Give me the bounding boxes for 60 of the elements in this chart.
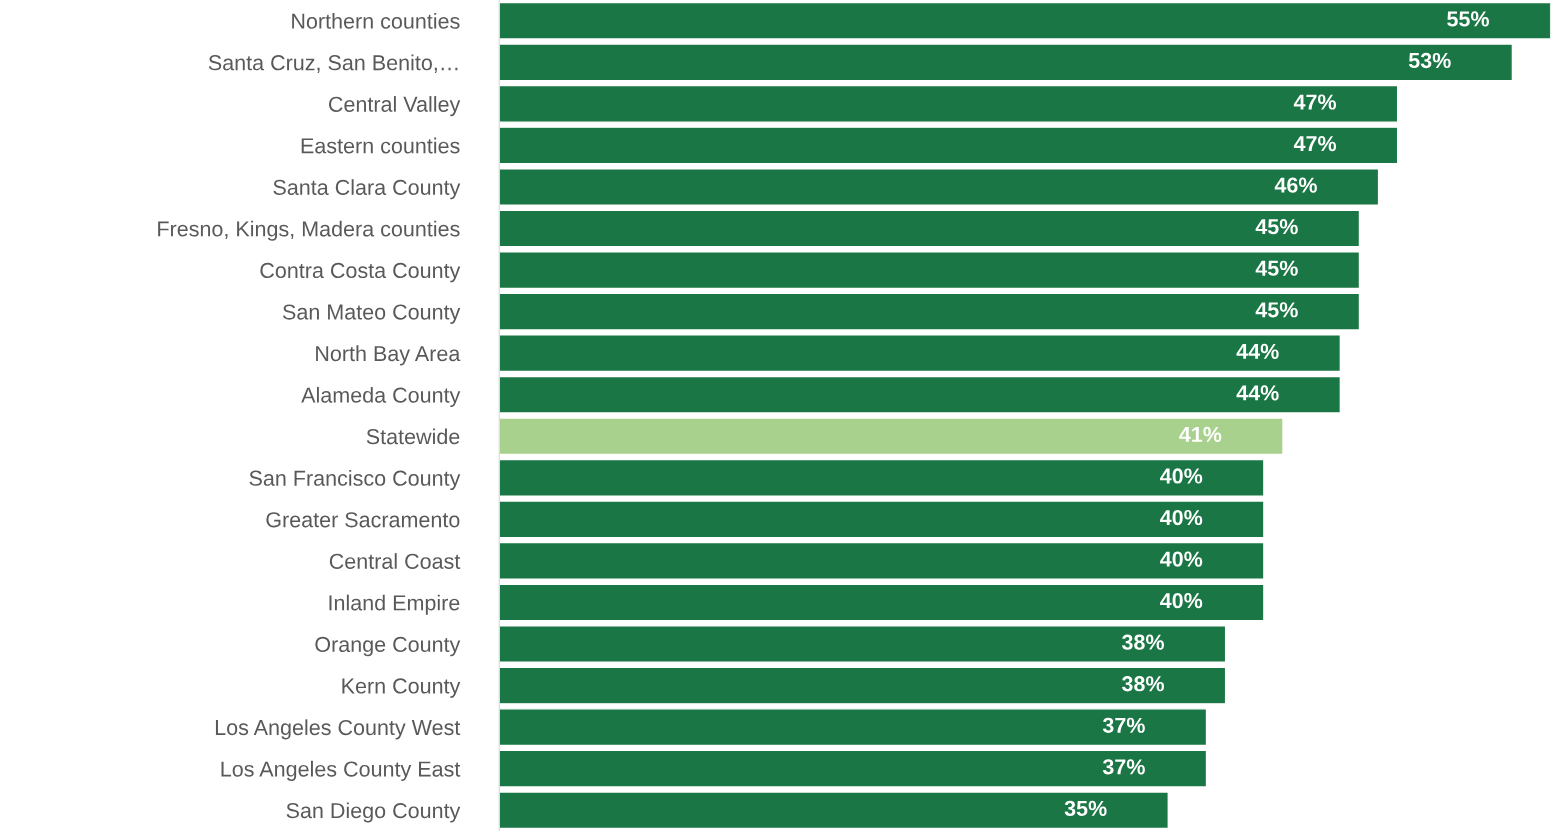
bar [499, 583, 1265, 622]
y-tick-label: Contra Costa County [260, 262, 461, 283]
bar [499, 749, 1208, 788]
bar [499, 167, 1380, 206]
y-tick-label: Santa Clara County [273, 179, 461, 200]
y-tick-label: Central Valley [328, 96, 461, 117]
data-label: 55% [1447, 11, 1489, 27]
bar [499, 666, 1227, 705]
y-tick-label: Eastern counties [301, 137, 460, 154]
data-label: 53% [1408, 52, 1451, 69]
bar [499, 458, 1265, 497]
data-label: 40% [1160, 509, 1203, 526]
y-tick-label: North Bay Area [316, 345, 461, 366]
bar [499, 708, 1208, 747]
data-label: 38% [1121, 634, 1164, 650]
y-tick-label: Kern County [342, 678, 461, 698]
y-tick-label: Central Coast [329, 553, 461, 569]
data-label: 46% [1274, 177, 1317, 193]
y-tick-label: Los Angeles County West [215, 719, 461, 740]
y-tick-label: Northern counties [292, 12, 460, 29]
bar [499, 541, 1265, 580]
data-label: 40% [1160, 551, 1203, 567]
y-tick-label: Fresno, Kings, Madera counties [158, 220, 460, 241]
y-tick-label: Greater Sacramento [266, 512, 460, 528]
bar [499, 334, 1342, 373]
bar [499, 1, 1551, 40]
data-label: 47% [1293, 94, 1337, 110]
y-tick-label: Alameda County [301, 386, 461, 407]
y-tick-label: Orange County [315, 636, 461, 657]
y-tick-label: Inland Empire [329, 594, 460, 615]
y-tick-label: Los Angeles County East [221, 760, 461, 781]
bar [499, 417, 1284, 456]
y-tick-label: San Diego County [286, 802, 461, 823]
y-tick-label: Santa Cruz, San Benito,… [208, 54, 458, 73]
data-label: 45% [1255, 260, 1298, 276]
bar [499, 126, 1399, 165]
data-label: 44% [1236, 385, 1279, 401]
bar [499, 791, 1169, 830]
y-tick-label: Statewide [366, 428, 460, 445]
data-label: 40% [1160, 593, 1203, 609]
bar [499, 251, 1361, 290]
bar [499, 292, 1361, 331]
bar [499, 375, 1342, 414]
data-label: 37% [1102, 717, 1145, 733]
data-label: 44% [1236, 343, 1279, 359]
data-label: 38% [1121, 676, 1164, 692]
data-label: 40% [1160, 468, 1203, 484]
data-label: 45% [1255, 219, 1298, 235]
data-label: 37% [1102, 759, 1145, 775]
bar [499, 209, 1361, 248]
bar [499, 500, 1265, 539]
y-tick-label: San Francisco County [249, 470, 461, 491]
y-tick-label: San Mateo County [282, 304, 461, 324]
data-label: 41% [1179, 426, 1222, 443]
data-label: 45% [1255, 302, 1298, 318]
bar [499, 84, 1399, 123]
bar [499, 43, 1514, 82]
bar [499, 625, 1227, 664]
data-label: 47% [1293, 136, 1337, 152]
data-label: 35% [1064, 800, 1107, 817]
